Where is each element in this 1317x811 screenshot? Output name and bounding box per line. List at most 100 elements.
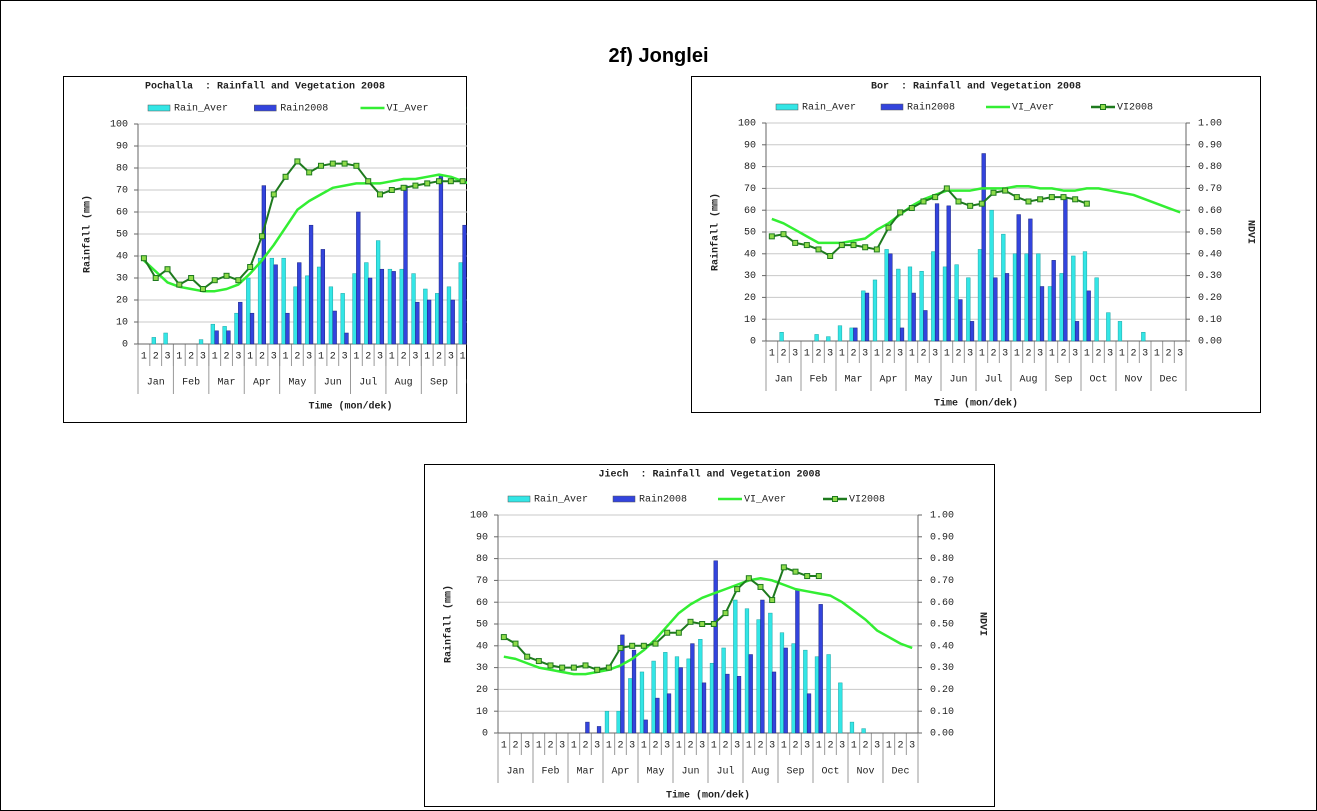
month-label: Aug	[395, 378, 413, 389]
y-tick-label: 70	[744, 184, 756, 195]
y-tick-label: 20	[476, 685, 488, 696]
x-tick-label: 3	[524, 741, 530, 752]
marker	[1002, 187, 1009, 194]
x-tick-label: 1	[1119, 349, 1125, 360]
x-tick-label: 3	[559, 741, 565, 752]
x-tick-label: 3	[734, 741, 740, 752]
bar	[713, 560, 718, 734]
marker	[885, 224, 892, 231]
marker	[862, 244, 869, 251]
y2-tick-label: 0.20	[1198, 293, 1222, 304]
bar	[249, 312, 255, 345]
marker	[652, 640, 659, 647]
chart-title: Bor : Rainfall and Vegetation 2008	[871, 81, 1081, 93]
x-tick-label: 3	[165, 352, 171, 363]
bar	[293, 286, 298, 345]
y-tick-label: 10	[476, 707, 488, 718]
marker	[722, 610, 729, 617]
bar	[795, 588, 800, 734]
x-tick-label: 2	[827, 741, 833, 752]
x-tick-label: 1	[1084, 349, 1090, 360]
y-tick-label: 40	[744, 249, 756, 260]
x-tick-label: 3	[342, 352, 348, 363]
month-label: Nov	[856, 767, 874, 778]
y2-tick-label: 0.80	[1198, 162, 1222, 173]
y-tick-label: 100	[110, 120, 128, 131]
x-tick-label: 3	[1072, 349, 1078, 360]
marker	[188, 275, 195, 281]
y-tick-label: 10	[116, 318, 128, 329]
marker	[152, 275, 159, 281]
marker	[920, 198, 927, 205]
bar	[435, 293, 440, 345]
bar	[861, 290, 866, 342]
x-tick-label: 2	[1025, 349, 1031, 360]
bar	[226, 330, 231, 345]
marker	[710, 621, 717, 627]
bar	[308, 224, 314, 345]
marker	[757, 583, 764, 590]
x-tick-label: 2	[547, 741, 553, 752]
bar	[818, 604, 823, 734]
bar	[989, 209, 994, 342]
marker	[524, 653, 531, 660]
y-tick-label: 80	[116, 164, 128, 175]
bar	[596, 726, 602, 734]
marker	[211, 277, 218, 284]
legend-label: VI2008	[1117, 103, 1153, 114]
x-tick-label: 3	[412, 352, 418, 363]
x-tick-label: 1	[1154, 349, 1160, 360]
bar	[853, 327, 858, 342]
marker	[436, 178, 443, 185]
bar	[779, 632, 785, 734]
x-tick-label: 2	[224, 352, 230, 363]
bar	[768, 612, 773, 734]
marker	[247, 264, 254, 270]
x-tick-label: 2	[330, 352, 336, 363]
bar	[616, 710, 621, 734]
y-tick-label: 30	[744, 271, 756, 282]
month-label: Apr	[253, 378, 271, 389]
month-label: Jun	[681, 767, 699, 778]
x-tick-label: 2	[617, 741, 623, 752]
x-tick-label: 1	[886, 741, 892, 752]
bar	[771, 671, 777, 734]
marker	[990, 189, 997, 196]
marker	[664, 629, 671, 636]
y-tick-label: 60	[744, 206, 756, 217]
x-tick-label: 1	[389, 352, 395, 363]
marker	[908, 205, 915, 212]
x-tick-label: 2	[652, 741, 658, 752]
marker	[605, 664, 612, 671]
x-tick-label: 1	[536, 741, 542, 752]
bar	[458, 262, 463, 345]
x-tick-label: 1	[247, 352, 253, 363]
marker	[815, 246, 822, 253]
x-tick-label: 1	[460, 352, 466, 363]
marker	[792, 568, 799, 575]
marker	[176, 281, 183, 288]
x-tick-label: 2	[815, 349, 821, 360]
x-tick-label: 3	[874, 741, 880, 752]
bar	[663, 652, 668, 734]
x-tick-label: 1	[676, 741, 682, 752]
marker	[547, 662, 554, 669]
bar	[721, 647, 726, 734]
bar	[814, 334, 819, 342]
y2-tick-label: 0.10	[930, 707, 954, 718]
marker	[780, 564, 787, 571]
x-tick-label: 2	[1060, 349, 1066, 360]
bar	[628, 678, 633, 734]
legend-label: Rain2008	[639, 494, 687, 506]
bar	[981, 153, 986, 342]
x-tick-label: 3	[1037, 349, 1043, 360]
x-axis-label: Time (mon/dek)	[308, 401, 392, 413]
x-tick-label: 2	[1165, 349, 1171, 360]
marker	[512, 640, 519, 647]
y-tick-label: 20	[744, 293, 756, 304]
bar	[281, 257, 286, 345]
bar	[1012, 253, 1018, 342]
x-tick-label: 3	[1107, 349, 1113, 360]
y-tick-label: 90	[476, 532, 488, 543]
y2-tick-label: 0.60	[1198, 206, 1222, 217]
